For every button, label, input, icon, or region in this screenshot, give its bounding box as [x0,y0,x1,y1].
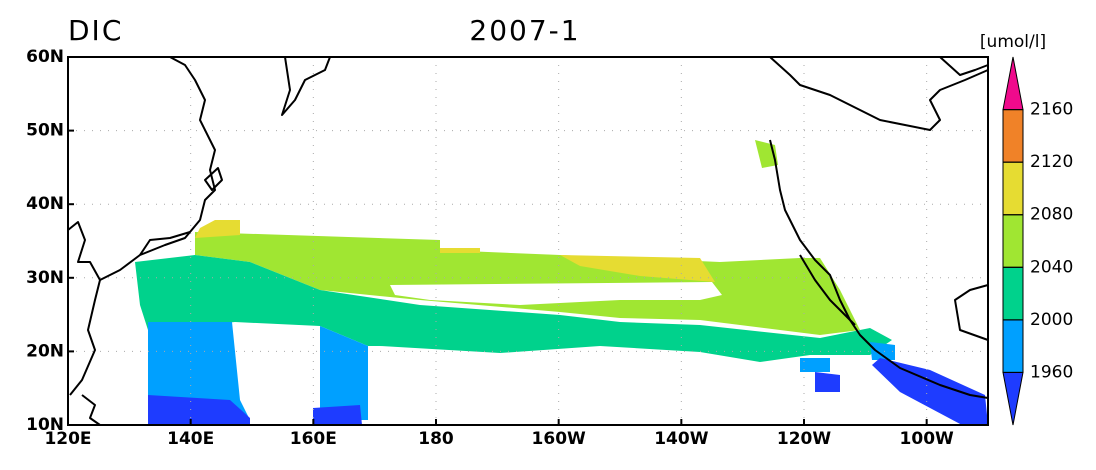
dic-field [135,140,988,425]
colorbar-label: 2000 [1030,310,1073,330]
colorbar-label: 2120 [1030,152,1073,172]
date-title: 2007-1 [469,14,580,47]
lon-tick-label: 180 [418,429,454,449]
colorbar-segment [1002,109,1024,163]
variable-title: DIC [68,14,123,47]
lat-tick-label: 60N [26,47,64,67]
colorbar-segment [1002,161,1024,216]
lat-tick-label: 30N [26,268,64,288]
lon-tick-label: 140W [654,429,708,449]
lon-tick-label: 140E [167,429,214,449]
colorbar-label: 1960 [1030,362,1073,382]
colorbar-segment [1002,266,1024,321]
lat-tick-label: 50N [26,121,64,141]
colorbar-segment [1002,319,1024,373]
lon-tick-label: 100W [900,429,954,449]
lat-tick-label: 20N [26,341,64,361]
colorbar-segment [1002,214,1024,268]
colorbar-low-triangle [1002,371,1024,426]
coastlines [67,56,989,426]
lat-tick-label: 40N [26,194,64,214]
colorbar-unit: [umol/l] [980,32,1046,52]
axes: 120E 140E 160E 180 160W 140W 120W 100W 10N 20N 30N… [26,47,954,449]
lon-tick-label: 120W [777,429,831,449]
lon-tick-label: 160W [532,429,586,449]
colorbar: 1960 2000 2040 2080 2120 2160 [1002,56,1073,426]
colorbar-label: 2040 [1030,257,1073,277]
lat-tick-label: 10N [26,415,64,435]
colorbar-high-triangle [1002,56,1024,111]
lon-tick-label: 120E [44,429,91,449]
colorbar-label: 2080 [1030,205,1073,225]
lon-tick-label: 160E [290,429,337,449]
map-frame [67,56,989,426]
colorbar-label: 2160 [1030,100,1073,120]
